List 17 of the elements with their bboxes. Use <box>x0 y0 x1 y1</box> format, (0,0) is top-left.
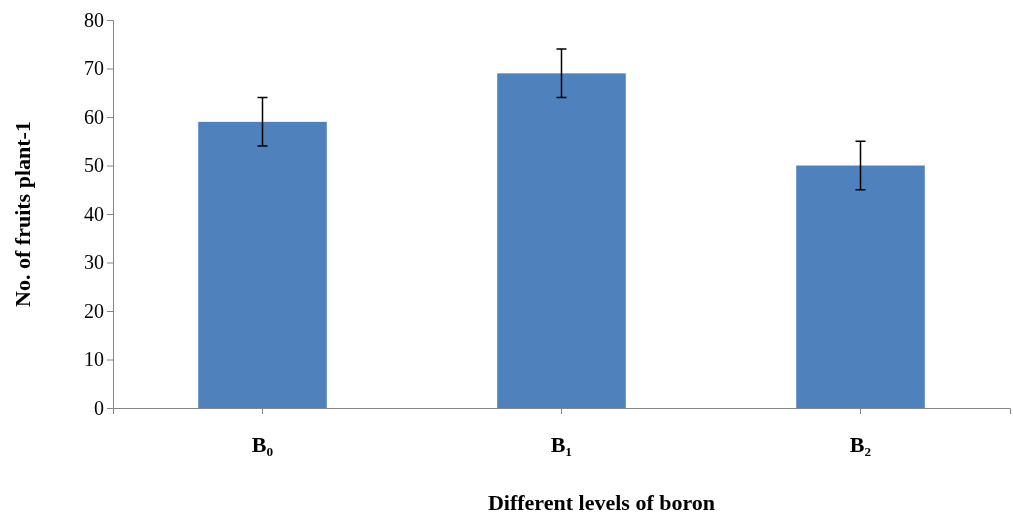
y-tick-label: 50 <box>84 154 104 177</box>
y-tick-label: 10 <box>84 348 104 371</box>
y-tick-label: 40 <box>84 202 104 225</box>
bar <box>796 165 925 408</box>
x-tick-label: B₂ <box>849 432 872 458</box>
y-tick-label: 60 <box>84 105 104 128</box>
y-tick-label: 20 <box>84 299 104 322</box>
y-tick-label: 70 <box>84 57 104 80</box>
y-axis-title: No. of fruits plant-1 <box>10 121 35 307</box>
x-tick-label: B₁ <box>550 432 573 458</box>
y-tick-label: 0 <box>94 396 104 419</box>
y-tick-label: 30 <box>84 251 104 274</box>
x-axis-title: Different levels of boron <box>487 490 716 515</box>
y-tick-label: 80 <box>84 8 104 31</box>
bar <box>198 121 327 408</box>
bar <box>497 73 626 408</box>
x-tick-label: B₀ <box>251 432 274 458</box>
